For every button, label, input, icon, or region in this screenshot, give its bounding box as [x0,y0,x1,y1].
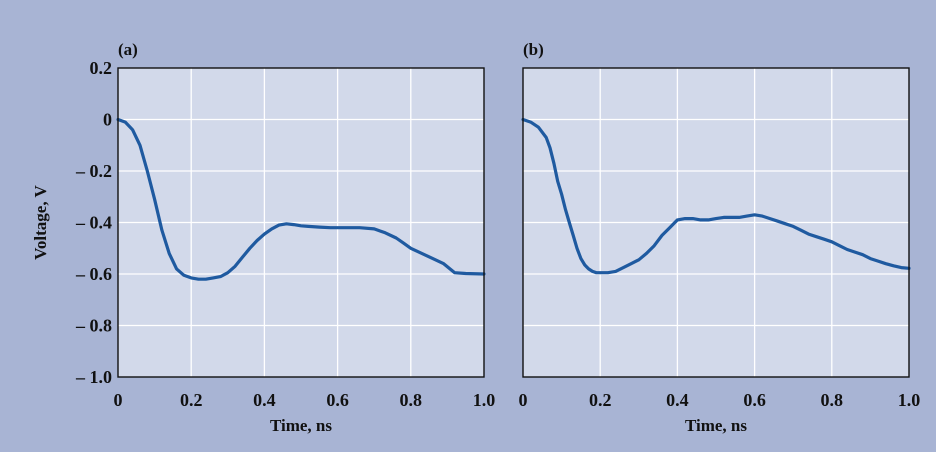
x-tick-label-a: 0 [114,390,123,410]
panel-label-a: (a) [118,40,138,59]
series-line-a [116,117,486,281]
y-tick-label-a: – 1.0 [75,367,112,387]
x-tick-label-b: 0.4 [666,390,689,410]
y-tick-label-a: – 0.4 [75,213,112,233]
x-tick-label-a: 0.2 [180,390,203,410]
plot-frame-b [522,67,910,378]
x-tick-label-a: 0.6 [326,390,349,410]
x-tick-label-b: 0 [519,390,528,410]
x-tick-label-b: 0.2 [589,390,612,410]
y-tick-label-a: – 0.2 [75,161,112,181]
x-axis-label-a: Time, ns [270,416,332,435]
series-line-b [521,117,911,275]
x-tick-label-b: 1.0 [898,390,921,410]
x-tick-label-b: 0.8 [821,390,844,410]
y-tick-label-a: – 0.8 [75,316,112,336]
x-tick-label-a: 0.8 [400,390,423,410]
y-tick-label-a: 0 [103,110,112,130]
panel-label-b: (b) [523,40,544,59]
y-tick-label-a: 0.2 [90,58,113,78]
y-axis-label-a: Voltage, V [31,184,50,259]
x-axis-label-b: Time, ns [685,416,747,435]
x-tick-label-b: 0.6 [743,390,766,410]
x-tick-label-a: 1.0 [473,390,496,410]
x-tick-label-a: 0.4 [253,390,276,410]
y-tick-label-a: – 0.6 [75,264,112,284]
chart-panel-b: 0 0.2 0.4 0.6 0.8 1.0 Time, ns (b) [519,40,921,435]
plot-frame-a [117,67,485,378]
chart-panel-a: 0 0.2 0.4 0.6 0.8 1.0 0.2 0 – 0.2 – 0.4 – 0.6 – 0.8… [31,40,495,435]
